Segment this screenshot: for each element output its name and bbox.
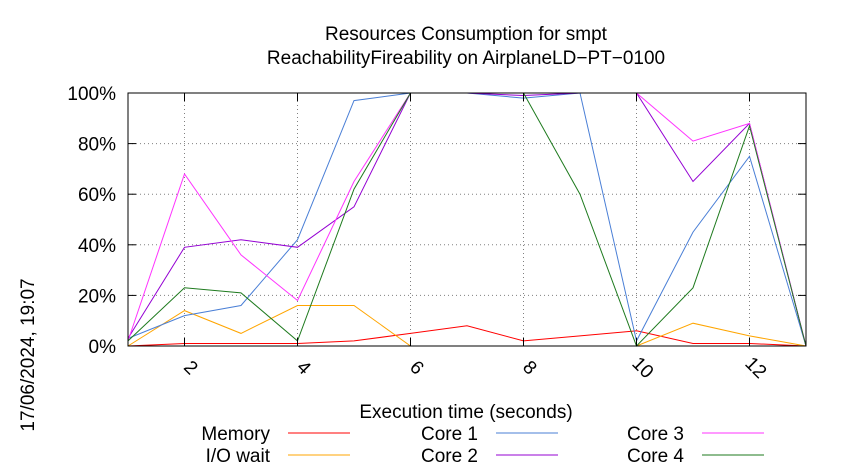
x-tick-label: 6 (405, 357, 427, 379)
legend-label: I/O wait (206, 446, 271, 467)
series-line-memory (127, 325, 807, 347)
y-tick-label: 40% (78, 236, 116, 257)
legend-label: Core 1 (421, 424, 478, 445)
axis-ticks: 0% 20% 40% 60% 80% 100% 2 4 6 8 10 12 (67, 84, 806, 383)
legend-label: Memory (201, 424, 270, 445)
y-tick-label: 80% (78, 135, 116, 156)
chart-title-line1: Resources Consumption for smpt (325, 24, 608, 45)
legend-label: Core 2 (421, 446, 478, 467)
series-layer (127, 92, 807, 347)
legend-label: Core 4 (627, 446, 684, 467)
y-tick-label: 60% (78, 185, 116, 206)
x-tick-label: 8 (518, 357, 540, 379)
x-tick-label: 10 (627, 353, 657, 383)
y-tick-label: 100% (67, 84, 116, 105)
y-tick-label: 0% (89, 337, 117, 358)
x-tick-label: 4 (292, 357, 315, 380)
x-tick-label: 2 (179, 357, 201, 379)
series-line-core-1 (127, 92, 807, 347)
plot-frame (127, 92, 807, 347)
x-axis-label: Execution time (seconds) (359, 402, 572, 423)
grid-lines (128, 93, 806, 346)
series-line-core-2 (127, 92, 807, 347)
series-line-core-4 (127, 92, 807, 347)
timestamp-label: 17/06/2024, 19:07 (18, 278, 39, 431)
legend-label: Core 3 (627, 424, 684, 445)
x-tick-label: 12 (740, 353, 770, 383)
y-tick-label: 20% (78, 286, 116, 307)
chart-title-line2: ReachabilityFireability on AirplaneLD−PT… (267, 48, 665, 69)
series-line-core-3 (127, 92, 807, 347)
